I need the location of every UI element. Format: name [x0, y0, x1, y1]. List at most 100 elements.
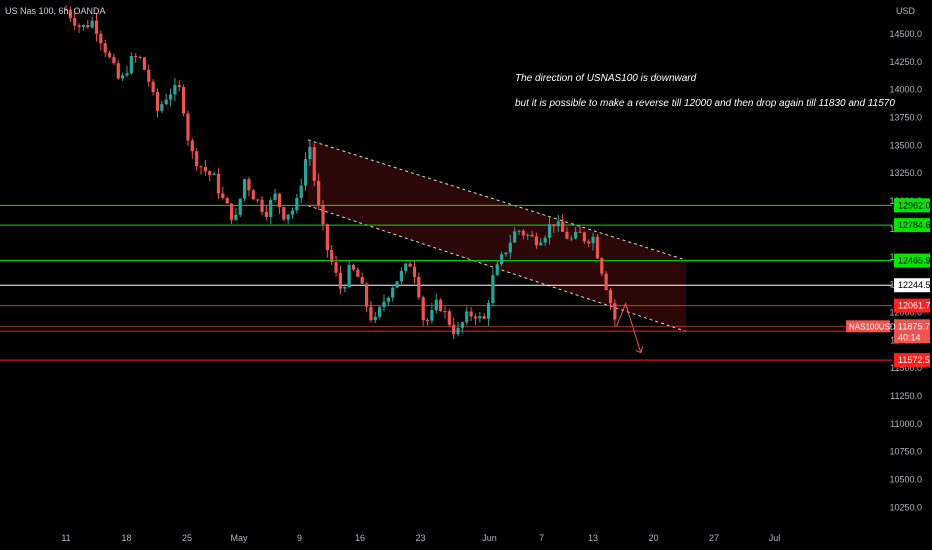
candle-body: [356, 269, 360, 277]
candle-body: [565, 231, 569, 239]
symbol-tag: [846, 320, 890, 333]
candle-body: [94, 20, 99, 34]
candle-body: [595, 236, 600, 259]
candle-body: [73, 18, 77, 26]
candle-body: [517, 230, 521, 232]
price-tag-12784.6: [894, 218, 930, 233]
x-tick-label: 18: [121, 533, 131, 543]
candle-body: [604, 273, 608, 291]
candle-body: [382, 301, 386, 308]
candle-body: [308, 146, 312, 160]
candle-body: [495, 264, 499, 276]
candle-body: [521, 230, 525, 236]
candle-body: [177, 85, 181, 87]
candle-body: [234, 214, 238, 220]
candle-body: [138, 56, 142, 58]
candle-body: [465, 311, 469, 323]
countdown-timer: 40:14: [898, 332, 921, 342]
candle-body: [530, 234, 534, 237]
candle-body: [182, 86, 186, 114]
candle-body: [190, 140, 194, 152]
candle-body: [386, 297, 390, 302]
candle-body: [569, 238, 573, 240]
candle-body: [578, 231, 582, 233]
candle-body: [86, 25, 90, 28]
candle-body: [195, 151, 199, 167]
candle-body: [574, 231, 578, 239]
horizontal-levels: [0, 204, 892, 361]
candle-body: [582, 232, 586, 242]
candle-body: [469, 311, 473, 317]
candle-body: [208, 171, 212, 176]
candle-body: [547, 224, 552, 238]
channel-fill: [308, 139, 687, 332]
candle-body: [303, 159, 308, 186]
candle-body: [330, 250, 334, 263]
candle-body: [90, 20, 94, 28]
candle-body: [242, 179, 247, 199]
x-tick-label: Jul: [769, 533, 781, 543]
candle-body: [238, 198, 242, 215]
candle-body: [491, 275, 495, 304]
channel-upper-line[interactable]: [307, 139, 687, 261]
candle-body: [286, 214, 290, 220]
x-tick-label: May: [231, 533, 249, 543]
price-tag-12962.0: [894, 198, 930, 213]
candle-body: [460, 322, 464, 328]
candle-body: [77, 25, 81, 27]
candle-body: [334, 262, 338, 273]
candle-body: [68, 9, 72, 19]
projection-arrow: [616, 302, 644, 354]
candle-body: [317, 180, 321, 206]
candlestick-series: [64, 5, 617, 340]
candle-body: [107, 52, 112, 57]
candle-body: [608, 290, 613, 304]
y-tick-label: 13250.0: [889, 168, 922, 178]
projection-path[interactable]: [616, 302, 642, 353]
candle-body: [116, 63, 120, 79]
candle-body: [408, 263, 412, 267]
symbol-tag-label: NAS100USD: [849, 322, 896, 331]
price-tag-12244.5-label: 12244.5: [898, 280, 931, 290]
candle-body: [360, 276, 364, 284]
candle-body: [338, 272, 343, 289]
y-tick-label: 14500.0: [889, 29, 922, 39]
candle-body: [216, 173, 221, 194]
candle-body: [508, 242, 512, 253]
candle-body: [312, 146, 316, 181]
candle-body: [212, 173, 216, 176]
candle-body: [112, 56, 116, 64]
y-tick-label: 13750.0: [889, 113, 922, 123]
candle-body: [343, 287, 347, 289]
time-axis[interactable]: 11 18 25 May 9 16 23 Jun 7 13 20 27 Jul: [61, 533, 780, 543]
candle-body: [121, 75, 125, 79]
candle-body: [439, 299, 443, 312]
currency-label: USD: [896, 6, 916, 16]
candle-body: [299, 185, 303, 198]
y-tick-label: 10250.0: [889, 502, 922, 512]
candle-body: [160, 104, 164, 111]
price-tag-12061.7: [894, 298, 930, 313]
candle-body: [552, 224, 556, 227]
candle-body: [482, 316, 486, 319]
x-tick-label: Jun: [482, 533, 497, 543]
y-tick-label: 11250.0: [890, 391, 922, 401]
price-tag-12784.6-label: 12784.6: [898, 220, 931, 230]
candle-body: [321, 205, 325, 225]
candle-body: [142, 57, 147, 70]
candle-body: [168, 94, 173, 100]
candle-body: [560, 221, 565, 232]
candle-body: [591, 236, 595, 244]
candle-body: [452, 324, 456, 335]
x-tick-label: 20: [648, 533, 658, 543]
candle-body: [351, 264, 356, 270]
candle-body: [421, 297, 425, 321]
candle-body: [247, 179, 251, 191]
x-tick-label: 16: [355, 533, 365, 543]
y-tick-label: 11000.0: [890, 419, 922, 429]
candle-body: [430, 310, 434, 321]
candle-body: [325, 224, 329, 251]
candle-body: [164, 99, 168, 105]
